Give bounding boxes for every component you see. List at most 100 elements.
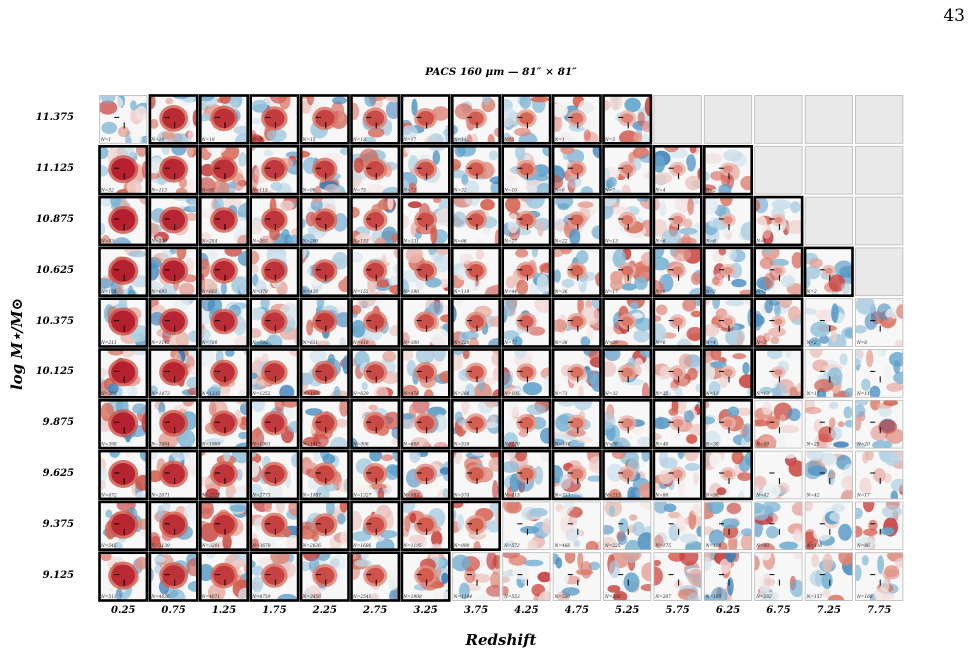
- stamp-count-label: N=168: [856, 595, 873, 600]
- redshift-bin-label: 1.75: [262, 605, 287, 616]
- stamp-cell: N=49: [754, 501, 803, 551]
- mass-bin-label: 9.625: [42, 468, 74, 479]
- stamp-count-label: N=2626: [302, 544, 322, 549]
- stamp-cell: N=22: [551, 195, 602, 247]
- stamp-count-label: N=1327: [352, 493, 372, 498]
- stamp-cell: N=286: [450, 348, 501, 399]
- stamp-cell: N=906: [350, 398, 401, 450]
- stamp-count-label: N=1195: [402, 544, 422, 549]
- stamp-cell: N=476: [400, 348, 451, 399]
- stamp-cell: N=2: [804, 298, 853, 347]
- stamp-cell: N=6: [652, 195, 703, 247]
- stamp-count-label: N=17: [402, 138, 416, 143]
- stamp-cell: N=415: [501, 449, 552, 501]
- stamp-cell: N=157: [804, 552, 853, 601]
- stamp-cell: N=27: [501, 195, 552, 247]
- stamp-cell: N=572: [502, 501, 551, 551]
- stamp-count-label: N=44: [503, 290, 517, 295]
- stamp-count-label: N=49: [755, 443, 769, 448]
- empty-stamp: [855, 196, 904, 246]
- stamp-count-label: N=113: [150, 189, 167, 194]
- mass-bin-label: 9.375: [42, 518, 74, 530]
- stamp-count-label: N=1415: [302, 443, 322, 448]
- stamp-cell: N=4759: [249, 551, 300, 602]
- stamp-cell: [804, 95, 853, 144]
- stamp-count-label: N=19: [201, 138, 215, 143]
- stamp-cell: N=350: [603, 552, 652, 601]
- stamp-cell: N=52: [98, 145, 149, 196]
- stamp-count-label: N=9: [251, 138, 262, 143]
- stamp-cell: N=1195: [400, 500, 451, 551]
- mass-bin-label: 10.625: [35, 264, 74, 276]
- redshift-bin-label: 0.75: [161, 605, 186, 616]
- stamp-count-label: N=6: [554, 189, 565, 194]
- redshift-bin-label: 6.75: [766, 605, 791, 616]
- stamp-cell: N=284: [199, 195, 250, 247]
- stamp-count-label: N=695: [150, 290, 167, 295]
- stamp-count-label: N=2: [705, 290, 716, 295]
- stamp-cell: N=795: [249, 297, 300, 348]
- stamp-count-label: N=2: [755, 341, 766, 346]
- stamp-count-label: N=96: [705, 493, 719, 498]
- stamp-count-label: N=211: [100, 341, 117, 346]
- stamp-cell: N=10: [501, 145, 552, 196]
- stamp-count-label: N=1963: [251, 443, 271, 448]
- redshift-bin-label: 4.25: [514, 605, 539, 616]
- stamp-cell: N=165: [703, 552, 753, 601]
- stamp-count-label: N=66: [453, 239, 467, 244]
- stamp-cell: N=17: [602, 246, 653, 297]
- stamp-count-label: N=629: [352, 392, 369, 397]
- stamp-cell: N=1335: [199, 348, 250, 399]
- stamp-count-label: N=15: [302, 138, 316, 143]
- stamp-count-label: N=13: [604, 239, 618, 244]
- stamp-cell: N=1032: [299, 348, 350, 399]
- stamp-count-label: N=572: [503, 544, 520, 549]
- stamp-cell: [754, 145, 803, 195]
- stamp-cell: N=300: [400, 297, 451, 348]
- stamp-cell: N=7: [602, 145, 653, 196]
- stamp-count-label: N=350: [604, 595, 621, 600]
- empty-stamp: [703, 95, 753, 144]
- stamp-count-label: N=2084: [150, 443, 170, 448]
- stamp-cell: N=17: [855, 450, 904, 500]
- stamp-cell: N=2773: [249, 449, 300, 501]
- stamp-count-label: N=472: [100, 493, 117, 498]
- stamp-count-label: N=115: [251, 189, 268, 194]
- stamp-count-label: N=3201: [201, 544, 220, 549]
- stamp-cell: N=175: [653, 501, 702, 551]
- empty-stamp: [804, 196, 853, 246]
- stamp-count-label: N=230: [150, 239, 167, 244]
- stamp-cell: N=13: [602, 195, 653, 247]
- stamp-cell: N=9: [249, 94, 300, 145]
- stamp-cell: N=134: [551, 398, 602, 450]
- stamp-count-label: N=6: [654, 341, 665, 346]
- stamp-cell: N=3201: [199, 500, 250, 551]
- stamp-count-label: N=1908: [201, 443, 221, 448]
- stamp-count-label: N=225: [604, 544, 621, 549]
- stamp-count-label: N=10: [503, 189, 517, 194]
- stamp-count-label: N=49: [755, 544, 769, 549]
- stamp-count-label: N=96: [302, 189, 316, 194]
- stamp-count-label: N=13: [755, 392, 769, 397]
- stamp-count-label: N=131: [402, 239, 419, 244]
- stamp-cell: N=513: [98, 551, 149, 602]
- stamp-cell: N=987: [400, 449, 451, 501]
- mass-bin-label: 11.125: [35, 163, 74, 175]
- redshift-bin-label: 2.25: [312, 605, 337, 616]
- stamp-cell: N=25: [804, 399, 853, 449]
- redshift-bin-label: 6.25: [715, 605, 741, 616]
- stamp-cell: N=32: [602, 348, 653, 399]
- stamp-count-label: N=4: [654, 189, 665, 194]
- stamp-cell: N=280: [299, 195, 350, 247]
- stamp-count-label: N=11: [453, 138, 467, 143]
- stamp-count-label: N=1194: [453, 595, 473, 600]
- stamp-cell: N=1473: [148, 348, 199, 399]
- stamp-cell: N=119: [450, 246, 501, 297]
- stamp-cell: N=15: [299, 94, 350, 145]
- page-number: 43: [943, 6, 965, 26]
- stamp-cell: N=426: [299, 246, 350, 297]
- stamp-count-label: N=530: [453, 443, 470, 448]
- stamp-count-label: N=426: [302, 290, 319, 295]
- mass-bin-label: 10.875: [35, 214, 74, 225]
- stamp-count-label: N=5: [604, 138, 615, 143]
